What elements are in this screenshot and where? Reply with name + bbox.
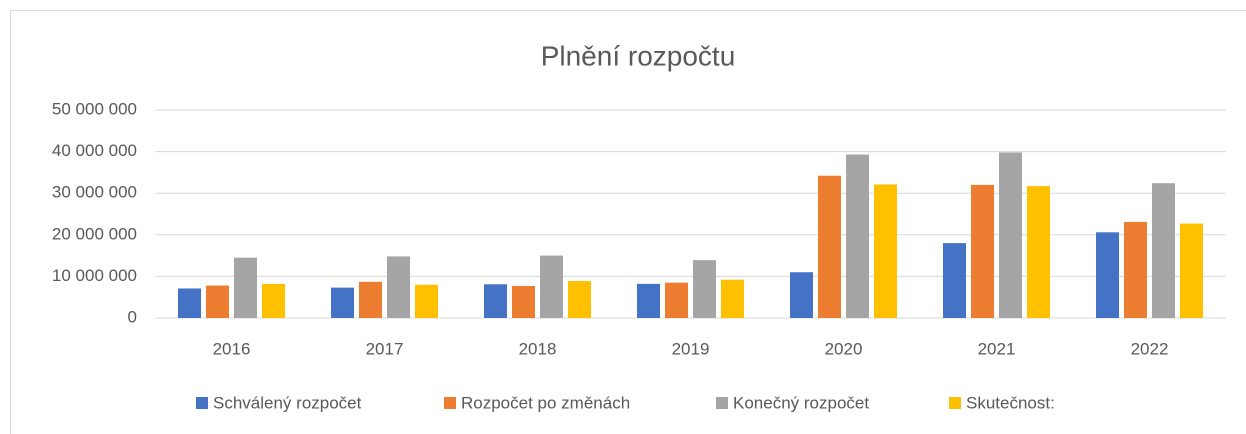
bar [331,287,354,318]
x-tick-label: 2019 [672,339,710,358]
bar [665,282,688,318]
y-tick-label: 50 000 000 [52,99,137,118]
bar [415,284,438,318]
bar [206,285,229,318]
bar [262,283,285,318]
bar [818,175,841,318]
bar [1124,221,1147,318]
legend-label: Konečný rozpočet [733,393,869,412]
legend-swatch [196,397,208,409]
bar [540,255,563,318]
bar [512,285,535,318]
x-tick-label: 2018 [519,339,557,358]
bar [874,184,897,318]
legend-swatch [716,397,728,409]
x-tick-label: 2020 [825,339,863,358]
bar [637,283,660,318]
bar [999,152,1022,318]
bar [971,184,994,318]
y-tick-label: 0 [128,307,137,326]
chart-title: Plnění rozpočtu [541,40,736,71]
bar [1096,232,1119,318]
x-tick-label: 2016 [213,339,251,358]
legend-swatch [949,397,961,409]
bar [790,272,813,318]
y-tick-label: 30 000 000 [52,183,137,202]
x-tick-label: 2022 [1131,339,1169,358]
chart-frame [10,10,1246,434]
y-tick-label: 20 000 000 [52,224,137,243]
legend-label: Rozpočet po změnách [461,393,630,412]
bar [1180,223,1203,318]
bar [484,284,507,318]
bar [1152,183,1175,318]
bar [359,281,382,318]
bar [178,288,201,318]
bar [721,279,744,318]
bar [1027,186,1050,318]
bar [693,260,716,318]
x-tick-label: 2017 [366,339,404,358]
legend-label: Schválený rozpočet [213,393,362,412]
bar [387,256,410,318]
legend-swatch [444,397,456,409]
y-tick-label: 40 000 000 [52,141,137,160]
bar [943,243,966,318]
bar [846,154,869,318]
x-tick-label: 2021 [978,339,1016,358]
bar [234,257,257,318]
y-tick-label: 10 000 000 [52,266,137,285]
legend-label: Skutečnost: [966,393,1055,412]
bar [568,280,591,318]
